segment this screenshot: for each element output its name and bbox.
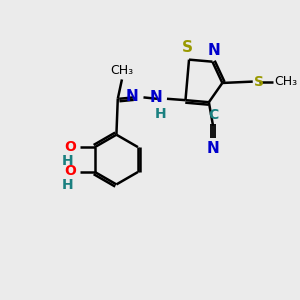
Text: S: S [182, 40, 193, 56]
Text: O: O [64, 140, 76, 154]
Text: CH₃: CH₃ [274, 75, 297, 88]
Text: N: N [207, 141, 219, 156]
Text: C: C [208, 108, 218, 122]
Text: N: N [126, 88, 139, 104]
Text: H: H [155, 106, 167, 121]
Text: N: N [149, 90, 162, 105]
Text: H: H [61, 154, 73, 168]
Text: S: S [254, 75, 264, 88]
Text: N: N [207, 43, 220, 58]
Text: H: H [61, 178, 73, 192]
Text: CH₃: CH₃ [110, 64, 134, 77]
Text: O: O [64, 164, 76, 178]
